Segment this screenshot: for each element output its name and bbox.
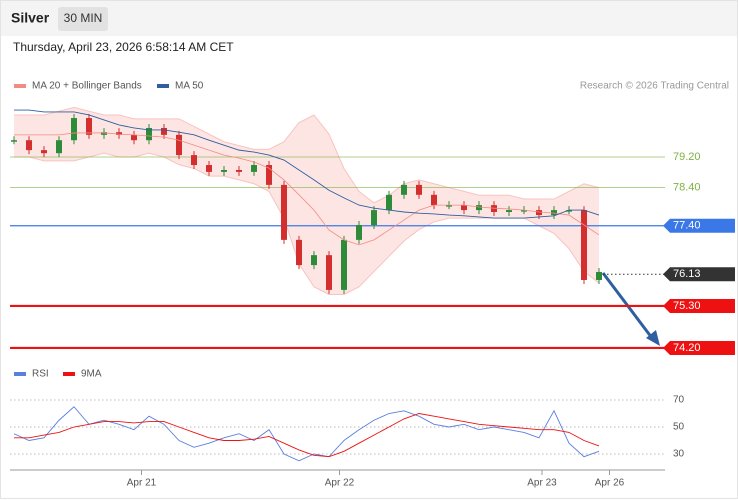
legend-swatch bbox=[14, 372, 26, 376]
candle bbox=[116, 132, 122, 135]
level-tag bbox=[663, 218, 735, 233]
candle bbox=[521, 210, 527, 212]
candle bbox=[56, 140, 62, 154]
y-tick-label: 50 bbox=[673, 422, 685, 433]
timestamp: Thursday, April 23, 2026 6:58:14 AM CET bbox=[13, 40, 234, 54]
candle bbox=[71, 118, 77, 141]
level-tag bbox=[663, 298, 735, 313]
candle bbox=[311, 255, 317, 266]
timeframe-badge[interactable] bbox=[58, 7, 108, 31]
instrument: Silver bbox=[11, 10, 50, 26]
forecast-arrow-head bbox=[646, 330, 660, 346]
level-label: 79.20 bbox=[673, 151, 701, 163]
y-tick-label: 30 bbox=[673, 449, 685, 460]
x-tick-label: Apr 22 bbox=[325, 478, 355, 489]
candle bbox=[101, 132, 107, 135]
bollinger-upper bbox=[14, 106, 600, 204]
candle bbox=[536, 210, 542, 216]
header-bar bbox=[0, 0, 738, 36]
x-tick-label: Apr 23 bbox=[527, 478, 557, 489]
legend-swatch bbox=[63, 372, 75, 376]
level-label: 76.13 bbox=[673, 268, 701, 280]
candle bbox=[596, 271, 602, 280]
legend-label: MA 50 bbox=[175, 81, 204, 92]
y-tick-label: 70 bbox=[673, 395, 685, 406]
bollinger-fill bbox=[14, 107, 599, 295]
level-label: 74.20 bbox=[673, 342, 701, 354]
candle bbox=[581, 210, 587, 280]
candle bbox=[326, 255, 332, 290]
candle bbox=[371, 210, 377, 225]
candle bbox=[251, 165, 257, 172]
candle bbox=[281, 184, 287, 240]
candle bbox=[401, 184, 407, 195]
legend-label: RSI bbox=[32, 369, 49, 380]
candle bbox=[476, 205, 482, 211]
rsi-line bbox=[14, 413, 600, 458]
candle bbox=[431, 194, 437, 206]
candle bbox=[176, 134, 182, 156]
candle bbox=[41, 150, 47, 154]
candle bbox=[446, 205, 452, 207]
candle bbox=[11, 140, 17, 142]
candle bbox=[296, 239, 302, 266]
candle bbox=[386, 194, 392, 211]
candle bbox=[86, 118, 92, 135]
candle bbox=[146, 127, 152, 141]
candle bbox=[206, 165, 212, 172]
timeframe[interactable]: 30 MIN bbox=[64, 11, 103, 25]
legend-swatch bbox=[157, 84, 169, 88]
copyright: Research © 2026 Trading Central bbox=[580, 81, 729, 92]
candle bbox=[506, 210, 512, 213]
candle bbox=[341, 239, 347, 290]
ma-line bbox=[14, 109, 600, 219]
level-tag bbox=[663, 340, 735, 355]
candle bbox=[191, 155, 197, 166]
candle bbox=[131, 134, 137, 141]
legend-label: MA 20 + Bollinger Bands bbox=[32, 81, 142, 92]
candle bbox=[221, 169, 227, 172]
x-tick-label: Apr 21 bbox=[127, 478, 157, 489]
candle bbox=[356, 224, 362, 240]
candle bbox=[551, 210, 557, 216]
legend-label: 9MA bbox=[81, 369, 102, 380]
x-tick-label: Apr 26 bbox=[595, 478, 625, 489]
level-label: 78.40 bbox=[673, 181, 701, 193]
candle bbox=[566, 210, 572, 212]
rsi-line bbox=[13, 406, 600, 462]
level-label: 77.40 bbox=[673, 220, 701, 232]
level-label: 75.30 bbox=[673, 300, 701, 312]
candle bbox=[26, 140, 32, 151]
candle bbox=[416, 184, 422, 195]
candle bbox=[161, 127, 167, 135]
level-tag bbox=[663, 267, 735, 282]
candle bbox=[236, 169, 242, 172]
ma-line bbox=[14, 132, 600, 246]
candle bbox=[266, 165, 272, 185]
candle bbox=[461, 205, 467, 211]
legend-swatch bbox=[14, 84, 26, 88]
